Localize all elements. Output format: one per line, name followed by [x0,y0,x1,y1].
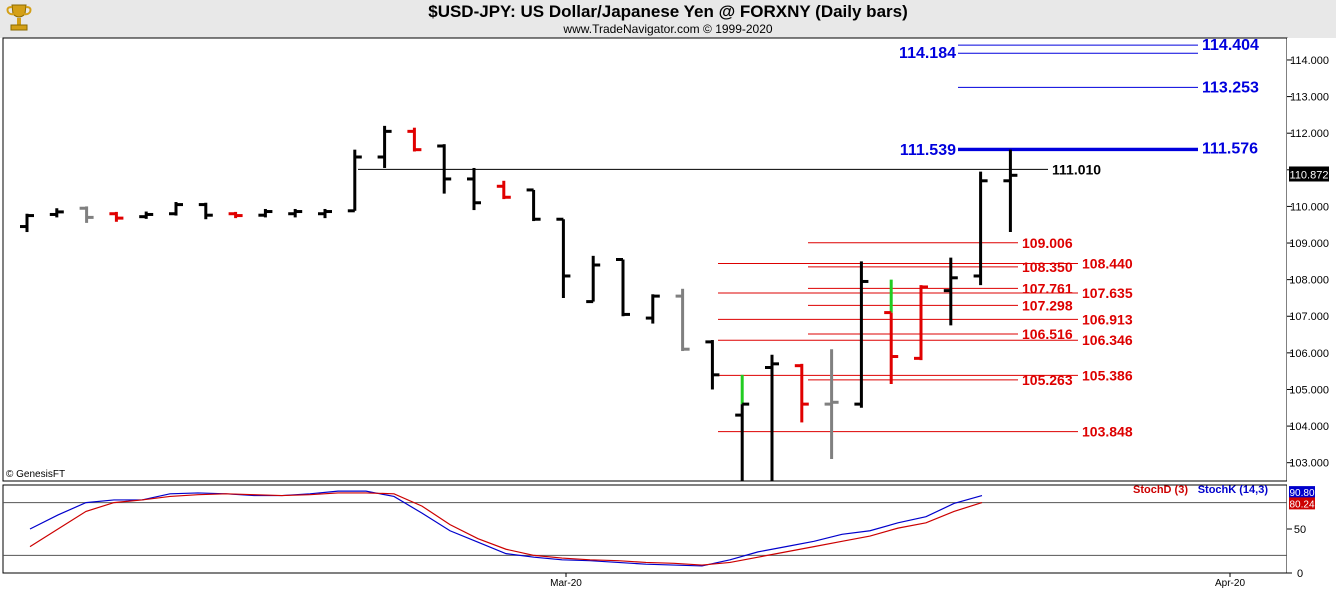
stochd-value-label: 80.24 [1289,499,1314,510]
oscillator-y-tick-label: 0 [1297,568,1303,580]
level-label: 106.346 [1082,332,1133,348]
stochd-value-box [1289,497,1315,510]
stochk-value-box [1289,486,1315,499]
y-axis-tick-label: 113.000 [1290,92,1329,104]
oscillator-y-tick-label: 50 [1294,524,1306,536]
y-axis-tick-label: 108.000 [1289,275,1329,287]
legend-stochd: StochD (3) [1133,484,1188,496]
level-label: 111.539 [900,142,956,159]
y-axis-area [1287,38,1336,573]
y-axis-tick-label: 104.000 [1289,421,1329,433]
level-label: 105.263 [1022,372,1073,388]
copyright-label: © GenesisFT [6,469,65,480]
level-label: 114.404 [1202,37,1259,54]
stochk-line [29,490,983,567]
y-axis-tick-label: 106.000 [1289,348,1329,360]
level-label: 107.761 [1022,280,1073,296]
y-axis-tick-label: 112.000 [1290,128,1329,140]
level-label: 108.350 [1022,259,1073,275]
level-label: 103.848 [1082,424,1133,440]
level-label: 107.298 [1022,297,1073,313]
chart-title: $USD-JPY: US Dollar/Japanese Yen @ FORXN… [428,2,908,21]
level-label: 106.913 [1082,311,1133,327]
y-axis-tick-label: 114.000 [1290,55,1329,67]
legend-stochk: StochK (14,3) [1198,484,1269,496]
y-axis-tick-label: 105.000 [1289,384,1329,396]
y-axis-tick-label: 110.000 [1290,201,1329,213]
chart-subtitle: www.TradeNavigator.com © 1999-2020 [563,22,773,36]
level-label: 108.440 [1082,256,1133,272]
level-label: 111.576 [1202,141,1258,158]
y-axis-tick-label: 109.000 [1289,238,1329,250]
y-axis-tick-label: 107.000 [1289,311,1329,323]
level-label: 113.253 [1202,79,1259,96]
level-label: 114.184 [899,45,956,62]
y-axis-tick-label: 103.000 [1289,458,1329,470]
x-axis-label: Apr-20 [1215,578,1245,589]
price-panel-frame [2,37,1288,482]
stochd-line [29,492,983,566]
chart-header [0,0,1336,38]
level-label: 106.516 [1022,326,1073,342]
oscillator-panel-frame [2,484,1288,574]
level-label: 107.635 [1082,285,1133,301]
level-label: 105.386 [1082,367,1133,383]
last-price-box [1289,166,1329,182]
stochk-value-label: 90.80 [1289,488,1314,499]
last-price-label: 110.872 [1290,169,1329,181]
level-label: 109.006 [1022,235,1073,251]
level-label: 111.010 [1052,161,1101,177]
trophy-logo-icon [4,2,34,39]
x-axis-label: Mar-20 [550,578,582,589]
